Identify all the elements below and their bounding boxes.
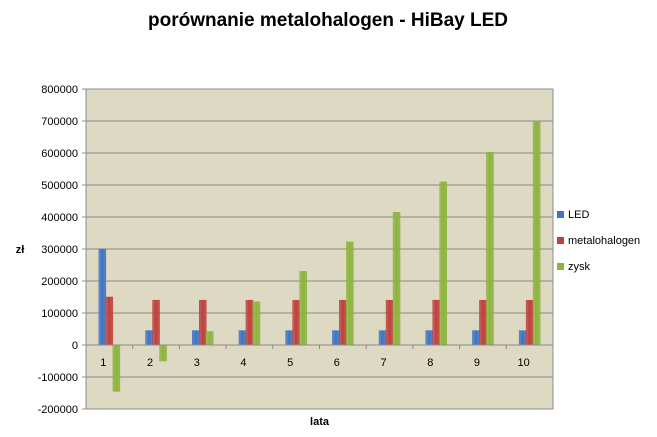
bar-LED-1 [98,248,107,346]
y-tick-label: 700000 [41,116,78,128]
bar-zysk-3 [206,331,214,346]
bar-LED-9 [472,330,480,346]
legend: LED metalohalogen zysk [557,209,640,273]
bar-zysk-1 [112,344,121,392]
x-tick-label: 2 [147,357,153,369]
gridlines [82,88,553,410]
x-axis-label: lata [310,416,330,428]
bar-metalohalogen-6 [339,299,347,346]
x-tick-label: 7 [380,357,386,369]
x-tick-label: 9 [474,357,480,369]
y-tick-label: -200000 [38,404,78,416]
bar-LED-8 [425,330,433,346]
bar-metalohalogen-2 [152,299,160,346]
bar-metalohalogen-3 [199,299,207,346]
x-tick-label: 1 [100,357,106,369]
bars [98,121,541,392]
y-tick-label: 500000 [41,180,78,192]
x-tick-label: 8 [427,357,433,369]
bar-zysk-5 [299,271,307,346]
bar-LED-7 [378,330,387,346]
y-tick-label: 100000 [41,308,78,320]
y-tick-label: 0 [72,340,78,352]
x-tick-label: 6 [334,357,340,369]
legend-swatch-metalohalogen [557,237,564,244]
legend-swatch-zysk [557,263,564,270]
y-tick-label: -100000 [38,372,78,384]
bar-LED-2 [145,330,153,346]
bar-zysk-4 [252,301,261,346]
bar-zysk-7 [392,211,401,346]
bar-zysk-10 [532,121,541,346]
bar-metalohalogen-1 [105,296,114,346]
bar-metalohalogen-10 [525,299,534,346]
bar-metalohalogen-9 [479,299,487,346]
bar-metalohalogen-7 [385,299,394,346]
bar-metalohalogen-4 [245,299,254,346]
y-tick-labels: -200000 -100000 0 100000 200000 300000 400000 5… [38,84,78,416]
x-tick-labels: 1 2 3 4 5 6 7 8 9 10 [100,357,529,369]
legend-label-LED: LED [568,209,589,221]
bar-LED-10 [518,330,527,346]
bar-zysk-9 [486,152,494,346]
bar-LED-6 [332,330,340,346]
bar-LED-5 [285,330,293,346]
bar-LED-4 [238,330,247,346]
bar-zysk-8 [439,181,447,346]
bar-zysk-2 [159,344,167,362]
legend-swatch-LED [557,211,564,218]
y-tick-label: 300000 [41,244,78,256]
x-tick-label: 10 [518,357,530,369]
x-tick-label: 3 [194,357,200,369]
x-tick-label: 4 [240,357,246,369]
y-tick-label: 200000 [41,276,78,288]
legend-label-zysk: zysk [568,261,591,273]
legend-label-metalohalogen: metalohalogen [568,235,640,247]
y-tick-label: 400000 [41,212,78,224]
bar-metalohalogen-5 [292,299,300,346]
x-tick-label: 5 [287,357,293,369]
bar-zysk-6 [346,241,354,346]
y-tick-label: 800000 [41,84,78,96]
y-axis-label: zł [16,244,25,256]
y-tick-label: 600000 [41,148,78,160]
zero-axis [85,344,554,349]
bar-LED-3 [192,330,200,346]
bar-metalohalogen-8 [432,299,440,346]
chart-title: porównanie metalohalogen - HiBay LED [148,10,508,31]
